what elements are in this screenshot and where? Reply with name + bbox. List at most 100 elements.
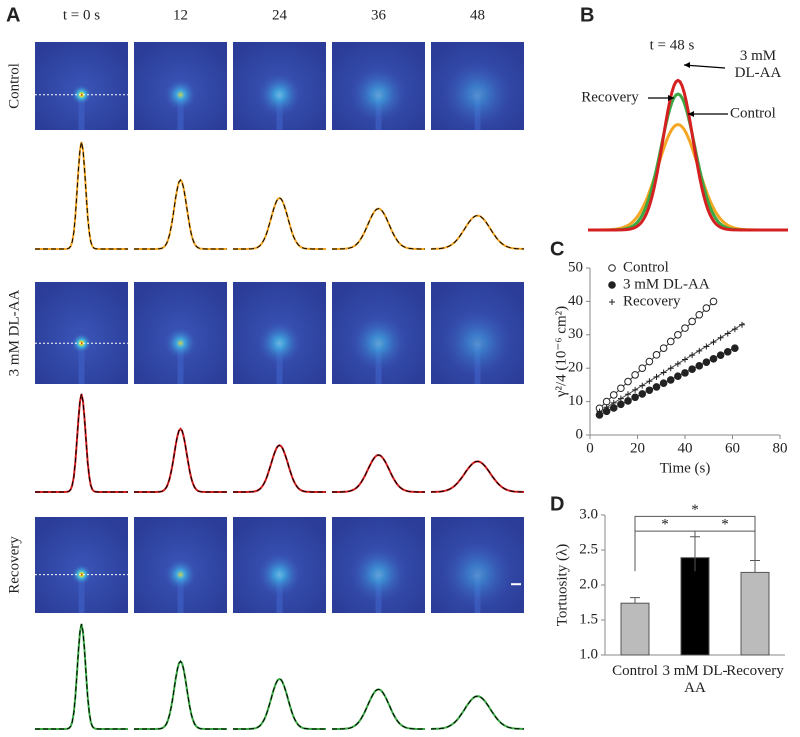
point <box>609 391 618 399</box>
x-tick-label: Control <box>612 663 658 679</box>
y-tick-label: 50 <box>568 259 583 275</box>
profile-fit <box>35 623 128 730</box>
bar <box>620 602 650 656</box>
x-tick-label: 3 mM DL-AA <box>662 663 728 696</box>
arrow-head <box>688 111 694 117</box>
point <box>632 386 639 393</box>
row-label: Recovery <box>6 536 22 594</box>
y-tick-label: 2.5 <box>579 541 598 557</box>
tip <box>177 574 184 613</box>
point <box>653 373 660 380</box>
profile <box>134 659 227 730</box>
spot <box>350 315 407 372</box>
time-label: t = 0 s <box>63 7 100 23</box>
point <box>682 356 688 363</box>
point <box>702 358 711 366</box>
point <box>617 384 625 393</box>
point <box>610 399 617 406</box>
spot <box>443 309 512 378</box>
profile-fit <box>430 695 525 730</box>
panel-label: B <box>580 4 594 26</box>
y-tick-label: 3.0 <box>579 506 598 522</box>
x-tick-label: Recovery <box>726 663 784 679</box>
panel-label: C <box>550 238 564 260</box>
panel-label: A <box>6 4 20 26</box>
curve-label: Recovery <box>581 89 639 105</box>
profile <box>35 623 128 730</box>
x-axis-label: Time (s) <box>660 460 711 476</box>
point <box>638 364 647 373</box>
tip <box>177 343 184 384</box>
x-tick-label: 20 <box>630 440 645 456</box>
profile-fit <box>233 444 326 493</box>
spot <box>164 78 197 111</box>
point <box>723 348 732 356</box>
profile <box>35 393 128 493</box>
legend-label: Recovery <box>623 293 681 309</box>
point <box>674 360 681 367</box>
time-label: 12 <box>173 7 188 23</box>
point <box>695 310 704 319</box>
point <box>631 371 639 379</box>
spot <box>257 72 302 117</box>
point <box>695 362 704 370</box>
profile-fit <box>134 660 227 730</box>
point <box>739 321 745 328</box>
y-tick-label: 30 <box>568 326 583 342</box>
significance: * <box>721 517 729 533</box>
tip <box>177 94 184 130</box>
point <box>603 404 610 411</box>
y-axis-label: Tortuosity (λ) <box>554 544 570 626</box>
bar <box>680 557 710 656</box>
y-tick-label: 1.5 <box>579 611 598 627</box>
point <box>625 391 631 398</box>
row-label: Control <box>6 63 22 109</box>
profile <box>233 196 326 250</box>
y-tick-label: 40 <box>568 293 583 309</box>
point <box>645 386 654 395</box>
point <box>731 326 738 333</box>
spot <box>164 327 197 360</box>
spot <box>71 333 92 354</box>
profile <box>332 207 425 250</box>
point <box>624 377 632 386</box>
point <box>674 372 682 381</box>
point <box>688 317 696 326</box>
profile-fit <box>430 215 525 250</box>
point <box>659 379 668 388</box>
spot <box>443 540 512 609</box>
bracket <box>634 515 756 557</box>
profile <box>430 695 525 730</box>
point <box>702 304 711 312</box>
y-tick-label: 10 <box>568 393 583 409</box>
point <box>681 324 689 332</box>
profile-fit <box>134 179 227 250</box>
profile-fit <box>233 678 326 730</box>
curve-label: Control <box>730 105 776 121</box>
x-tick-label: 40 <box>678 440 693 456</box>
time-label: 24 <box>272 7 288 23</box>
point <box>724 330 731 337</box>
spot <box>350 66 407 123</box>
point <box>638 390 647 398</box>
time-label: 36 <box>371 7 387 23</box>
point <box>731 344 739 352</box>
profile <box>588 78 788 232</box>
point <box>639 382 646 389</box>
point <box>646 378 653 385</box>
row-label: 3 mM DL-AA <box>6 290 22 377</box>
tip <box>78 343 85 384</box>
spot <box>71 564 92 585</box>
point <box>689 352 696 359</box>
profile-fit <box>332 208 425 250</box>
y-axis-label: γ²/4 (10⁻⁶ cm²) <box>553 306 569 398</box>
point <box>659 344 668 352</box>
point <box>716 351 725 359</box>
profile <box>134 178 227 250</box>
spot <box>71 84 92 105</box>
point <box>617 395 624 402</box>
spot <box>257 552 302 597</box>
point <box>674 331 682 339</box>
profile <box>233 444 326 493</box>
